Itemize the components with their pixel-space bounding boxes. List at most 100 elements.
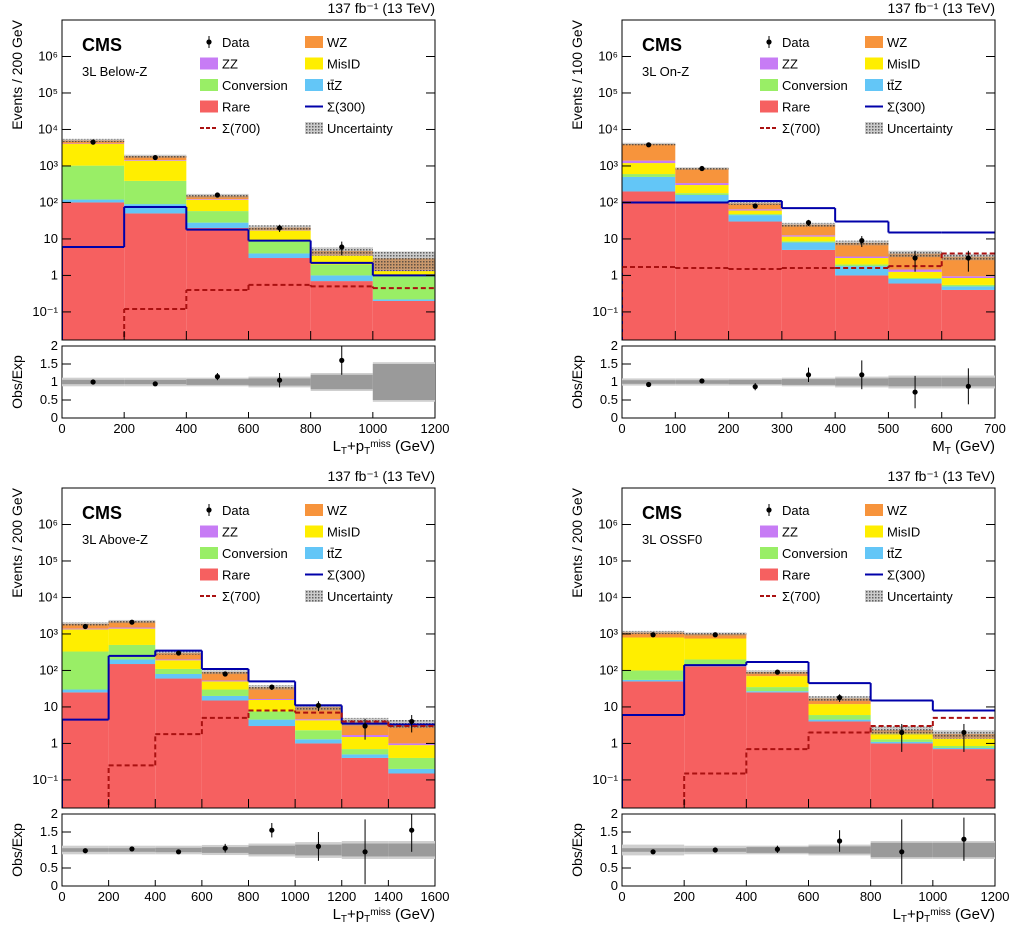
x-tick-label: 100 [664, 421, 686, 436]
main-frame [621, 19, 996, 341]
ratio-band-stat [728, 379, 782, 385]
x-tick-label: 600 [191, 889, 213, 904]
y-tick-label: 10³ [39, 158, 58, 173]
ratio-point [276, 377, 283, 383]
ratio-band-stat [372, 364, 435, 400]
legend-label: tt̄Z [327, 546, 342, 561]
legend-swatch [760, 568, 778, 581]
stack-segment [808, 704, 871, 716]
x-tick-label: 400 [144, 889, 166, 904]
x-tick-label: 200 [718, 421, 740, 436]
ratio-y-tick-label: 0.5 [40, 860, 58, 875]
main-plot [622, 630, 995, 808]
experiment: CMS [82, 35, 122, 55]
stack-segment [108, 664, 156, 808]
stack-segment [186, 211, 249, 223]
x-tick-label: 1000 [358, 421, 387, 436]
data-point [805, 220, 812, 226]
data-point [90, 139, 96, 145]
legend-swatch [865, 122, 883, 134]
ratio-point [712, 847, 718, 853]
legend-swatch [760, 57, 778, 70]
legend-label: Σ(300) [887, 100, 925, 115]
stack-segment [372, 299, 435, 301]
x-axis-title-part: +p [347, 906, 364, 923]
stack-segment [675, 195, 729, 203]
stack-segment [388, 723, 435, 744]
stack-segment [781, 249, 836, 340]
stack-segment [310, 275, 373, 282]
legend-label: MisID [887, 57, 920, 72]
ratio-point [90, 379, 96, 385]
legend-label: Rare [222, 568, 250, 583]
data-point [712, 632, 718, 638]
main-plot [62, 138, 435, 340]
ratio-y-tick-label: 2 [51, 806, 58, 821]
data-point [859, 238, 865, 244]
region: 3L On-Z [642, 64, 689, 79]
data-point [899, 729, 905, 736]
stack-segment [248, 240, 311, 254]
legend-label: Data [222, 35, 250, 50]
stack-segment [941, 276, 995, 279]
stack-segment [124, 204, 187, 214]
y-tick-label: 10⁶ [598, 48, 618, 63]
x-tick-label: 200 [98, 889, 120, 904]
x-axis-title-part: miss [370, 907, 391, 918]
legend-swatch [760, 79, 778, 91]
legend-swatch [865, 525, 883, 538]
legend-label: Data [782, 35, 810, 50]
ratio-point [362, 849, 368, 855]
y-tick-label: 10⁴ [38, 121, 58, 136]
y-tick-label: 10 [44, 231, 58, 246]
lumi: 137 fb⁻¹ (13 TeV) [327, 468, 435, 484]
legend-data-marker [206, 39, 212, 45]
ratio-point [214, 374, 221, 380]
legend-swatch [305, 122, 323, 134]
stack-segment [684, 666, 747, 808]
ratio-point [175, 849, 182, 855]
stack-segment [201, 695, 249, 701]
x-axis-title-part: M [932, 438, 945, 455]
stack-segment [932, 749, 995, 808]
stack-segment [622, 163, 676, 175]
stack-segment [622, 670, 685, 680]
legend-label: Σ(700) [222, 589, 260, 604]
data-point [646, 142, 652, 148]
y-tick-label: 1 [611, 735, 618, 750]
stack-segment [248, 687, 296, 700]
stack-segment [388, 768, 435, 774]
legend-label: WZ [887, 35, 907, 50]
stack-segment [248, 711, 296, 720]
experiment: CMS [82, 503, 122, 523]
stack-segment [388, 745, 435, 758]
legend-label: Σ(300) [327, 100, 365, 115]
y-tick-label: 10² [599, 662, 618, 677]
legend-label: WZ [887, 503, 907, 518]
legend-swatch [865, 79, 883, 91]
experiment: CMS [642, 35, 682, 55]
y-tick-label: 10⁶ [38, 516, 58, 531]
stack-segment [941, 278, 995, 285]
x-tick-label: 0 [618, 889, 625, 904]
stack-segment [186, 199, 249, 200]
stack-segment [388, 773, 435, 808]
data-point [774, 669, 781, 675]
legend-data-marker [766, 507, 772, 513]
x-tick-label: 0 [58, 889, 65, 904]
data-point [961, 729, 967, 736]
stack-segment [295, 739, 342, 744]
stack-segment [108, 627, 156, 629]
stack-segment [781, 235, 836, 237]
y-tick-label: 10⁶ [38, 48, 58, 63]
x-tick-label: 400 [735, 889, 757, 904]
x-axis-title-part: miss [930, 907, 951, 918]
y-tick-label: 10³ [599, 158, 618, 173]
ratio-point [774, 846, 781, 852]
x-axis-title-part: L [333, 438, 341, 455]
legend-label: Uncertainty [887, 589, 953, 604]
ratio-y-tick-label: 0.5 [600, 860, 618, 875]
legend-label: Uncertainty [327, 121, 393, 136]
ratio-point [269, 827, 275, 833]
